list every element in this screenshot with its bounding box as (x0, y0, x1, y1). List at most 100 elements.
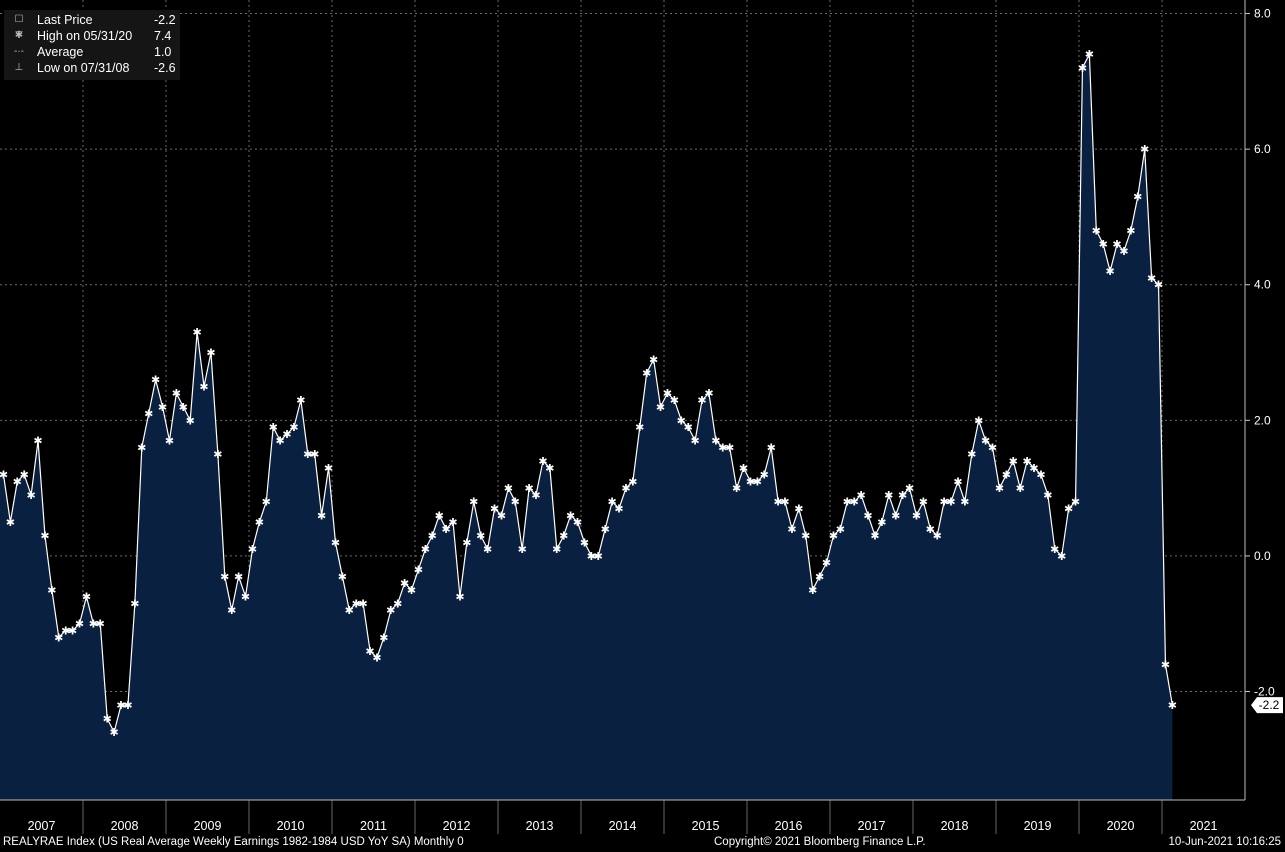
data-point: ✱ (940, 496, 949, 509)
legend-low-value: -2.6 (154, 61, 176, 75)
data-point: ✱ (670, 394, 679, 407)
legend-last-price: ☐ ✱ Last Price -2.2 (4, 12, 180, 41)
data-point: ✱ (255, 516, 264, 529)
data-point: ✱ (75, 618, 84, 631)
data-point: ✱ (172, 387, 181, 400)
data-point: ✱ (0, 469, 8, 482)
data-point: ✱ (1002, 469, 1011, 482)
y-tick-label: 6.0 (1254, 142, 1271, 156)
timestamp: 10-Jun-2021 10:16:25 (1168, 836, 1281, 848)
data-point: ✱ (497, 509, 506, 522)
data-point: ✱ (483, 543, 492, 556)
data-point: ✱ (462, 536, 471, 549)
data-point: ✱ (822, 557, 831, 570)
footer: REALYRAE Index (US Real Average Weekly E… (0, 835, 1285, 852)
data-point: ✱ (296, 394, 305, 407)
legend: ☐ ✱ Last Price -2.2 ⊤ High on 05/31/20 7… (4, 10, 180, 80)
high-marker-icon: ⊤ (14, 30, 24, 41)
data-point: ✱ (289, 421, 298, 434)
data-point: ✱ (20, 469, 29, 482)
data-point: ✱ (241, 591, 250, 604)
data-point: ✱ (808, 584, 817, 597)
data-point: ✱ (621, 482, 630, 495)
data-point: ✱ (704, 387, 713, 400)
data-point: ✱ (144, 408, 153, 421)
data-point: ✱ (1071, 496, 1080, 509)
data-point: ✱ (649, 353, 658, 366)
data-point: ✱ (601, 523, 610, 536)
y-tick-label: -2.0 (1254, 685, 1275, 699)
data-point: ✱ (455, 591, 464, 604)
data-point: ✱ (68, 625, 77, 638)
data-point: ✱ (365, 645, 374, 658)
data-point: ✱ (469, 496, 478, 509)
data-point: ✱ (199, 380, 208, 393)
data-point: ✱ (282, 428, 291, 441)
data-point: ✱ (130, 597, 139, 610)
data-point: ✱ (538, 455, 547, 468)
x-tick-label: 2009 (194, 819, 222, 833)
data-point: ✱ (400, 577, 409, 590)
data-point: ✱ (220, 570, 229, 583)
data-point: ✱ (642, 367, 651, 380)
x-tick-label: 2016 (775, 819, 803, 833)
data-point: ✱ (110, 726, 119, 739)
copyright: Copyright© 2021 Bloomberg Finance L.P. (714, 836, 926, 848)
data-point: ✱ (836, 523, 845, 536)
y-tick-label: 4.0 (1254, 278, 1271, 292)
x-tick-label: 2013 (526, 819, 554, 833)
data-point: ✱ (946, 496, 955, 509)
x-tick-label: 2010 (277, 819, 305, 833)
data-point: ✱ (1057, 550, 1066, 563)
legend-low: ⊥ Low on 07/31/08 -2.6 (4, 60, 180, 76)
asterisk-icon: ☐ ✱ (14, 14, 24, 41)
legend-average-label: Average (37, 45, 84, 59)
data-point: ✱ (711, 435, 720, 448)
data-point: ✱ (89, 618, 98, 631)
data-point: ✱ (359, 597, 368, 610)
data-point: ✱ (960, 496, 969, 509)
data-point: ✱ (103, 713, 112, 726)
data-point: ✱ (40, 530, 49, 543)
data-point: ✱ (137, 441, 146, 454)
series-line (2, 51, 1173, 734)
x-tick-label: 2019 (1024, 819, 1052, 833)
data-point: ✱ (47, 584, 56, 597)
data-point: ✱ (919, 496, 928, 509)
x-tick-label: 2021 (1190, 819, 1218, 833)
data-point: ✱ (269, 421, 278, 434)
data-point: ✱ (435, 509, 444, 522)
last-value-tag (1251, 697, 1283, 714)
data-point: ✱ (442, 523, 451, 536)
data-point: ✱ (691, 435, 700, 448)
data-point: ✱ (317, 509, 326, 522)
data-point: ✱ (206, 347, 215, 360)
data-point: ✱ (448, 516, 457, 529)
data-point: ✱ (1050, 543, 1059, 556)
data-point: ✱ (981, 435, 990, 448)
data-point: ✱ (552, 543, 561, 556)
last-value-tag-group: -2.2 (1251, 697, 1283, 714)
data-point: ✱ (331, 536, 340, 549)
data-point: ✱ (1092, 225, 1101, 238)
data-point: ✱ (884, 489, 893, 502)
data-point: ✱ (345, 604, 354, 617)
data-point: ✱ (262, 496, 271, 509)
data-point: ✱ (1133, 191, 1142, 204)
data-point: ✱ (801, 530, 810, 543)
data-point: ✱ (891, 509, 900, 522)
x-tick-label: 2017 (858, 819, 886, 833)
x-tick-label: 2008 (111, 819, 139, 833)
data-point: ✱ (594, 550, 603, 563)
legend-high: ⊤ High on 05/31/20 7.4 (4, 28, 180, 44)
data-point: ✱ (739, 462, 748, 475)
y-tick-label: 0.0 (1254, 549, 1271, 563)
data-point: ✱ (227, 604, 236, 617)
data-point: ✱ (518, 543, 527, 556)
data-point: ✱ (179, 401, 188, 414)
data-point: ✱ (863, 509, 872, 522)
data-point: ✱ (780, 496, 789, 509)
data-point: ✱ (338, 570, 347, 583)
data-point: ✱ (967, 448, 976, 461)
